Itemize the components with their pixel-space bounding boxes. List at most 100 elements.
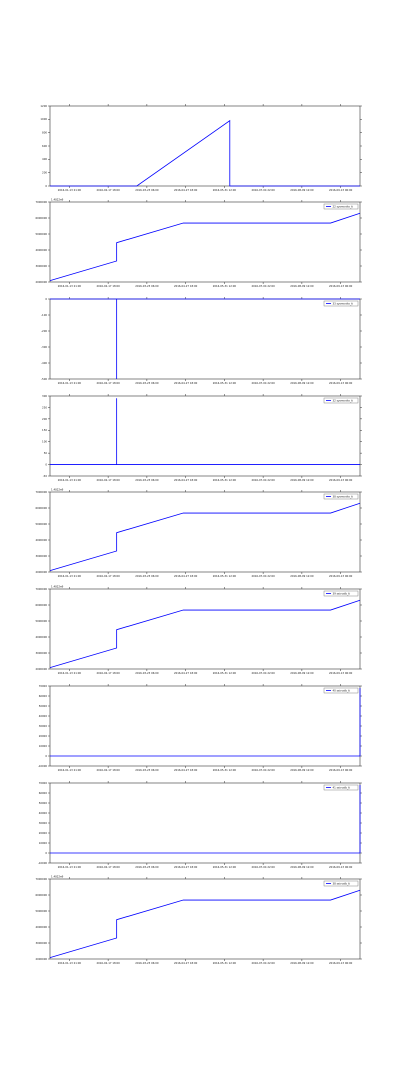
x-tick-label: 2016-02-17 18:00 [96,381,120,385]
plot-frame [49,878,361,960]
x-tick-label: 2016-04-27 18:00 [174,381,198,385]
y-tick-label: -10000 [38,861,48,865]
x-tick-label: 2016-04-27 18:00 [174,284,198,288]
y-tick-label: 4000000 [35,538,47,542]
x-tick-label: 2016-07-04 22:00 [251,381,275,385]
x-tick-label: 2016-01-13 21:00 [58,478,82,482]
y-tick-label: 250 [42,405,47,409]
x-tick-label: 2016-09-13 06:00 [329,478,353,482]
legend-label: 22 sysmonito_ti [333,204,354,208]
x-tick-label: 2016-05-31 12:00 [213,574,237,578]
x-tick-label: 2016-09-13 06:00 [329,961,353,965]
y-tick-label: -100 [41,313,47,317]
x-tick-label: 2016-03-23 06:00 [135,768,159,772]
y-tick-label: 70000 [39,684,48,688]
x-tick-label: 2016-01-13 21:00 [58,961,82,965]
x-tick-label: 2016-01-13 21:00 [58,865,82,869]
y-tick-label: 40000 [39,714,48,718]
legend-box [323,784,359,791]
x-tick-label: 2016-01-13 21:00 [58,284,82,288]
y-tick-label: -500 [41,377,47,381]
x-tick-label: 2016-03-23 06:00 [135,574,159,578]
x-tick-label: 2016-05-31 12:00 [213,478,237,482]
y-tick-label: -200 [41,329,47,333]
y-tick-label: 70000 [39,781,48,785]
y-tick-label: 7000000 [35,587,47,591]
chart-panel: 7000000 6000000 5000000 4000000 3000000 20000… [0,196,400,288]
x-tick-label: 2016-09-13 06:00 [329,671,353,675]
x-tick-label: 2016-01-13 21:00 [58,574,82,578]
y-tick-label: 3000000 [35,264,47,268]
series-line [49,889,361,958]
x-tick-label: 2016-02-17 18:00 [96,961,120,965]
series-line [50,119,360,187]
plot-frame [49,201,361,283]
x-tick-label: 2016-09-13 06:00 [329,381,353,385]
x-tick-label: 2016-04-27 18:00 [174,671,198,675]
legend-label: 41 ssicvalb_ti [333,785,351,789]
y-tick-label: 5000000 [35,909,47,913]
y-tick-label: -400 [41,361,47,365]
y-tick-label: 200 [42,417,47,421]
axis-offset-text: 1.4822e9 [51,198,64,202]
y-tick-label: 100 [42,440,47,444]
x-tick-label: 2016-08-09 12:00 [290,284,314,288]
x-tick-label: 2016-01-13 21:00 [58,188,82,192]
x-tick-label: 2016-08-09 12:00 [290,478,314,482]
series-line [50,298,360,379]
x-tick-label: 2016-07-04 22:00 [251,865,275,869]
legend-label: 32 sysmonito_ti [333,398,354,402]
y-tick-label: 1200 [40,104,47,108]
y-tick-label: 6000000 [35,603,47,607]
x-tick-label: 2016-04-27 18:00 [174,574,198,578]
x-tick-label: 2016-03-23 06:00 [135,188,159,192]
y-tick-label: 4000000 [35,635,47,639]
series-line [50,785,361,854]
y-tick-label: 0 [45,297,47,301]
y-tick-label: 4000000 [35,925,47,929]
chart-panel: 70000 60000 50000 40000 30000 20000 10000 0 -100… [0,777,400,869]
x-tick-label: 2016-07-04 22:00 [251,284,275,288]
y-tick-label: 5000000 [35,232,47,236]
x-tick-label: 2016-08-09 12:00 [290,574,314,578]
x-tick-label: 2016-01-13 21:00 [58,671,82,675]
x-tick-label: 2016-09-13 06:00 [329,768,353,772]
y-tick-label: 300 [42,394,47,398]
legend-box [323,880,359,887]
y-tick-label: 20000 [39,831,48,835]
axis-offset-text: 1.4822e9 [51,875,64,879]
y-tick-label: -50 [43,474,48,478]
x-tick-label: 2016-08-09 12:00 [290,768,314,772]
x-tick-label: 2016-07-04 22:00 [251,574,275,578]
y-tick-label: 40000 [39,811,48,815]
x-tick-label: 2016-02-17 18:00 [96,478,120,482]
y-tick-label: 50 [44,451,48,455]
series-line [50,688,361,757]
y-tick-label: 7000000 [35,200,47,204]
x-tick-label: 2016-09-13 06:00 [329,865,353,869]
x-tick-label: 2016-09-13 06:00 [329,188,353,192]
x-tick-label: 2016-09-13 06:00 [329,574,353,578]
x-tick-label: 2016-08-09 12:00 [290,188,314,192]
y-tick-label: 6000000 [35,506,47,510]
chart-panel: 7000000 6000000 5000000 4000000 3000000 20000… [0,583,400,675]
plot-frame [49,298,361,380]
chart-svg: 70000 60000 50000 40000 30000 20000 10000 0 -100… [38,781,362,869]
x-tick-label: 2016-04-27 18:00 [174,865,198,869]
y-tick-label: 10000 [39,744,48,748]
x-tick-label: 2016-05-31 12:00 [213,284,237,288]
plot-frame [49,105,361,187]
y-tick-label: 20000 [39,734,48,738]
legend-box [323,397,359,404]
y-tick-label: 4000000 [35,248,47,252]
y-tick-label: 150 [42,428,47,432]
x-tick-label: 2016-02-17 18:00 [96,574,120,578]
series-line [50,398,360,465]
x-tick-label: 2016-01-13 21:00 [58,381,82,385]
y-tick-label: 30000 [39,821,48,825]
y-tick-label: 0 [45,754,47,758]
plot-frame [49,491,361,573]
y-tick-label: 200 [42,171,47,175]
chart-panel: 7000000 6000000 5000000 4000000 3000000 20000… [0,486,400,578]
